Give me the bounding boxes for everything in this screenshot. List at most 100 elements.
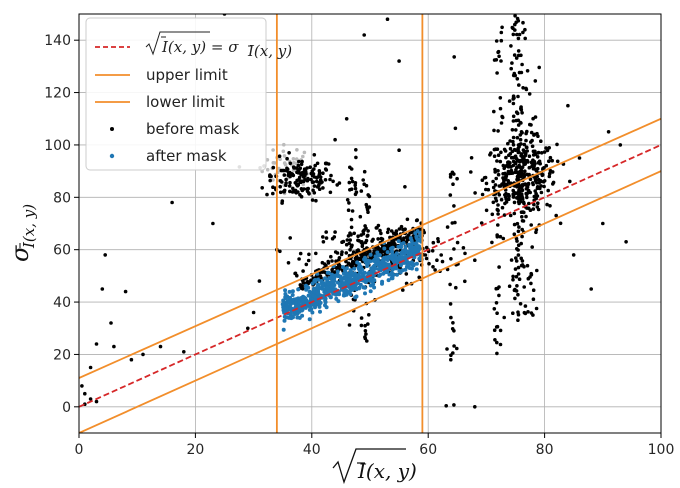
before-mask-point <box>463 251 467 256</box>
before-mask-point <box>278 249 282 254</box>
before-mask-point <box>527 165 532 170</box>
before-mask-point <box>508 213 513 218</box>
before-mask-point <box>372 249 376 253</box>
before-mask-point <box>361 178 366 182</box>
before-mask-point <box>539 190 544 195</box>
before-mask-point <box>389 229 394 233</box>
before-mask-point <box>509 258 514 262</box>
before-mask-point <box>405 235 409 239</box>
before-mask-point <box>495 159 499 163</box>
before-mask-point <box>539 139 543 143</box>
before-mask-point <box>538 186 542 191</box>
before-mask-point <box>499 150 503 155</box>
before-mask-point <box>522 149 526 153</box>
before-mask-point <box>516 49 521 53</box>
before-mask-point <box>531 288 536 293</box>
after-mask-point <box>350 286 355 290</box>
after-mask-point <box>382 262 386 267</box>
before-mask-point <box>337 255 342 260</box>
before-mask-point <box>317 187 322 191</box>
before-mask-point <box>291 165 296 169</box>
after-mask-point <box>337 282 342 286</box>
before-mask-point <box>358 214 363 219</box>
before-mask-point <box>523 304 528 308</box>
before-mask-point <box>385 230 390 235</box>
after-mask-point <box>335 269 340 274</box>
before-mask-point <box>452 329 456 333</box>
before-mask-point <box>494 301 499 305</box>
before-mask-point <box>353 181 358 185</box>
after-mask-point <box>323 276 327 281</box>
before-mask-point <box>397 227 402 231</box>
after-mask-point <box>290 293 295 297</box>
before-mask-point <box>300 159 304 164</box>
after-mask-point <box>347 279 352 284</box>
before-mask-point <box>531 116 535 121</box>
before-mask-point <box>271 165 276 170</box>
after-mask-point <box>297 309 302 314</box>
before-mask-point <box>529 223 533 227</box>
before-mask-point <box>288 189 292 194</box>
before-mask-point <box>558 221 563 226</box>
before-mask-point <box>294 191 299 195</box>
before-mask-point <box>509 44 513 48</box>
before-mask-point <box>296 163 301 168</box>
svg-text:I(x, y): I(x, y) <box>357 459 417 483</box>
before-mask-point <box>301 175 306 179</box>
before-mask-point <box>516 177 521 182</box>
before-mask-point <box>360 242 365 246</box>
before-mask-point <box>542 184 546 189</box>
after-mask-point <box>303 305 308 310</box>
before-mask-point <box>268 178 273 183</box>
before-mask-point <box>516 292 520 297</box>
after-mask-point <box>386 255 391 259</box>
before-mask-point <box>103 253 107 257</box>
before-mask-point <box>521 200 526 205</box>
before-mask-point <box>345 198 350 202</box>
before-mask-point <box>295 178 299 183</box>
before-mask-point <box>532 159 537 164</box>
before-mask-point <box>514 56 519 60</box>
before-mask-point <box>265 192 269 197</box>
legend-entry-identity: I(x, y) = σ I(x, y) <box>95 31 292 60</box>
before-mask-point <box>524 214 528 219</box>
before-mask-point <box>445 347 449 351</box>
before-mask-point <box>496 129 500 133</box>
before-mask-point <box>516 195 520 199</box>
masked-point <box>271 178 275 182</box>
after-mask-point <box>380 279 385 284</box>
before-mask-point <box>513 14 517 18</box>
before-mask-point <box>518 170 522 174</box>
svg-text:upper limit: upper limit <box>146 66 228 84</box>
before-mask-point <box>94 399 99 404</box>
before-mask-point <box>530 245 534 249</box>
after-mask-point <box>290 289 295 294</box>
before-mask-point <box>496 223 500 227</box>
before-mask-point <box>100 287 105 291</box>
after-mask-point <box>389 270 394 275</box>
before-mask-point <box>286 173 291 177</box>
before-mask-point <box>347 261 351 266</box>
before-mask-point <box>344 251 349 255</box>
after-mask-point <box>375 258 380 263</box>
y-tick-label: 80 <box>53 190 71 206</box>
before-mask-point <box>287 184 292 188</box>
before-mask-point <box>525 195 529 200</box>
before-mask-point <box>491 185 496 190</box>
before-mask-point <box>489 151 493 155</box>
before-mask-point <box>502 315 507 320</box>
before-mask-point <box>522 285 526 289</box>
before-mask-point <box>528 122 532 127</box>
before-mask-point <box>525 69 530 73</box>
after-mask-point <box>400 268 405 273</box>
before-mask-point <box>399 224 404 229</box>
before-mask-point <box>288 236 293 240</box>
after-mask-point <box>344 292 349 297</box>
after-mask-point <box>289 311 293 316</box>
before-mask-point <box>448 172 453 177</box>
before-mask-point <box>513 28 517 32</box>
before-mask-point <box>517 32 522 37</box>
after-mask-point <box>339 277 344 282</box>
after-mask-point <box>409 238 414 243</box>
before-mask-point <box>473 405 477 409</box>
